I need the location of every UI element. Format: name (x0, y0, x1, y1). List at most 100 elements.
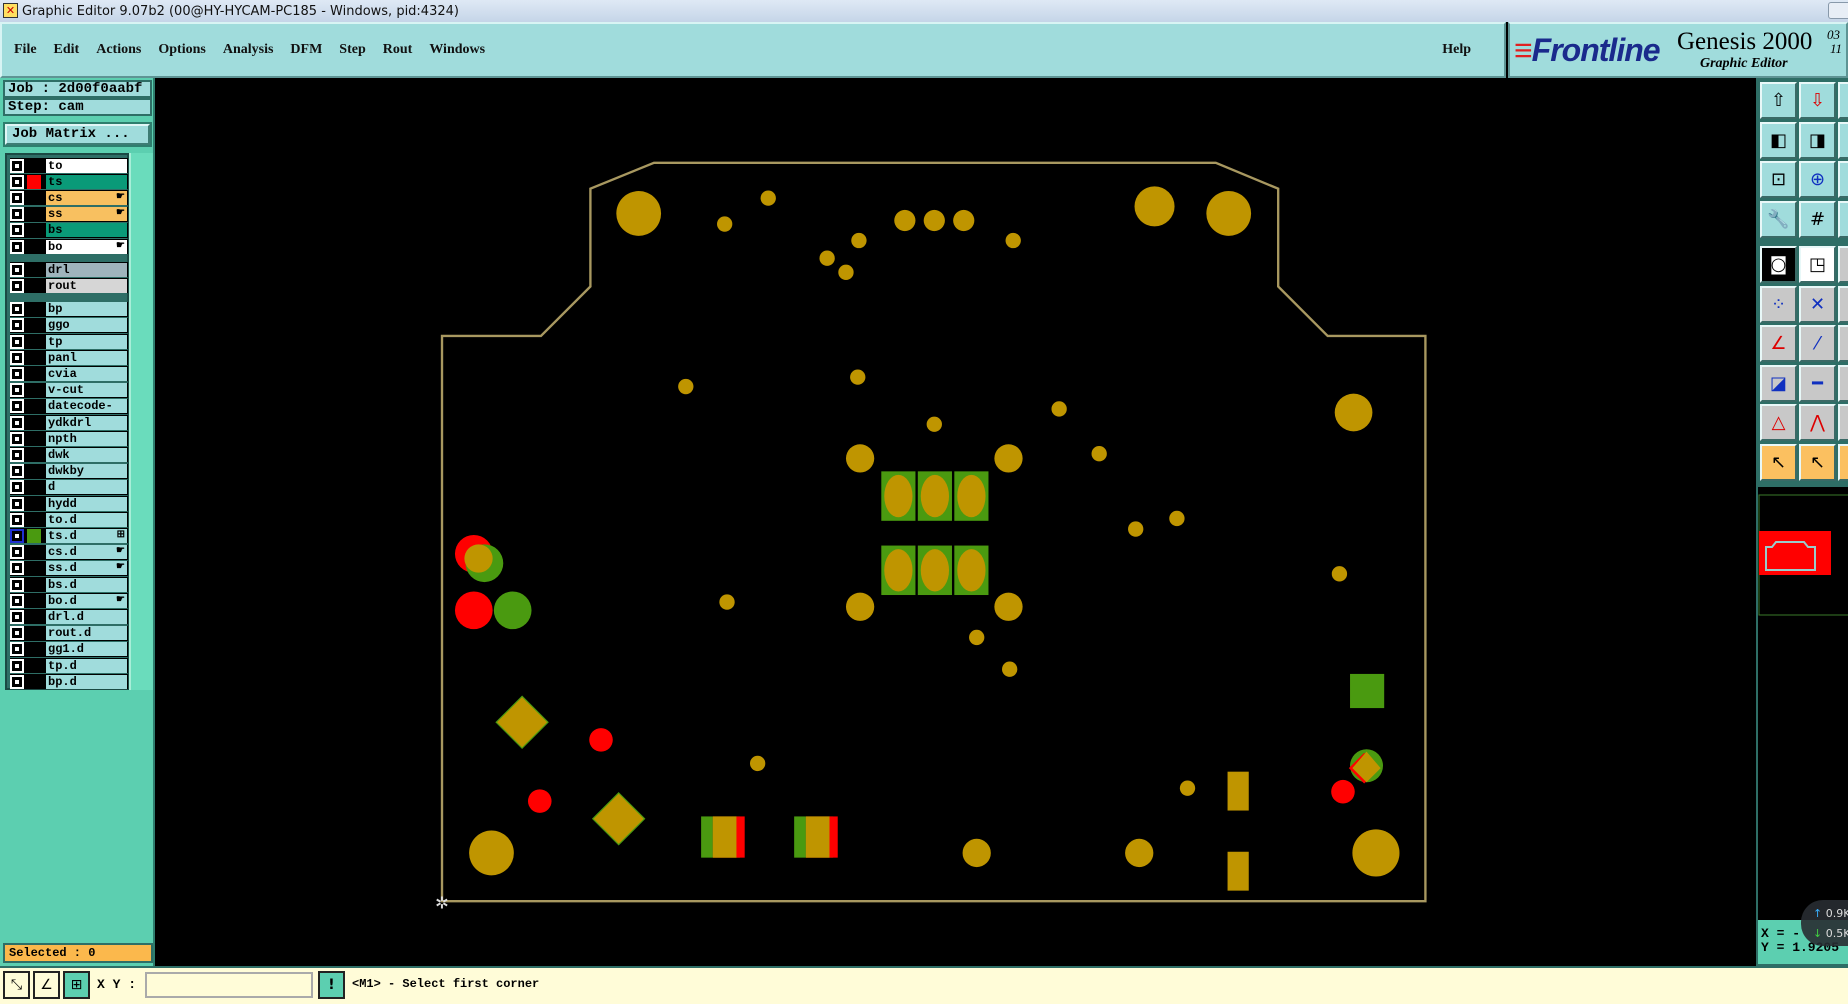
menu-dfm[interactable]: DFM (290, 42, 323, 57)
zoom-fit-icon[interactable]: ⊡ (1760, 161, 1797, 198)
layer-row-rout[interactable]: rout (10, 278, 128, 294)
misc-icon[interactable] (1838, 404, 1848, 441)
layer-row-dwkby[interactable]: dwkby (10, 463, 128, 479)
layer-checkbox[interactable] (10, 190, 24, 205)
layer-name[interactable]: bs.d (46, 577, 127, 592)
layer-row-hydd[interactable]: hydd (10, 496, 128, 511)
layer-name[interactable]: ss.d ☛ (46, 561, 127, 576)
menu-step[interactable]: Step (339, 42, 366, 57)
layer-name[interactable]: drl.d (46, 609, 127, 624)
layer-name[interactable]: ts (46, 174, 127, 189)
layer-checkbox[interactable] (10, 262, 24, 277)
layer-checkbox[interactable] (10, 577, 24, 592)
layer-row-ydkdrl[interactable]: ydkdrl (10, 415, 128, 430)
layer-name[interactable]: dwkby (46, 464, 127, 479)
layer-row-datecode-to[interactable]: datecode-to (10, 398, 128, 427)
layer-name[interactable]: cvia (46, 366, 127, 381)
layer-name[interactable]: d (46, 480, 127, 495)
layer-row-panl[interactable]: panl (10, 350, 128, 366)
layer-checkbox[interactable] (10, 350, 24, 365)
layer-name[interactable]: rout.d (46, 626, 127, 641)
layer-name[interactable]: tp.d (46, 658, 127, 673)
layer-name[interactable]: ss ☛ (46, 207, 127, 222)
layer-checkbox[interactable] (10, 207, 24, 222)
menu-actions[interactable]: Actions (96, 42, 142, 57)
misc-icon[interactable] (1838, 285, 1848, 323)
layer-name[interactable]: bp (46, 302, 127, 317)
layer-checkbox[interactable] (10, 383, 24, 398)
layer-row-ss[interactable]: ss ☛ (10, 206, 128, 222)
layer-checkbox[interactable] (10, 415, 24, 430)
job-matrix-button[interactable]: Job Matrix ... (3, 122, 152, 147)
layer-checkbox[interactable] (10, 399, 24, 414)
layer-checkbox[interactable] (10, 561, 24, 576)
layer-checkbox[interactable] (10, 431, 24, 446)
layer-name[interactable]: v-cut (46, 383, 127, 398)
select-box-icon[interactable]: ◳ (1799, 246, 1836, 283)
menu-edit[interactable]: Edit (53, 42, 80, 57)
layer-name[interactable]: npth (46, 431, 127, 446)
pointer-icon[interactable]: ↖ (1760, 443, 1797, 481)
layer-checkbox[interactable] (10, 674, 24, 689)
line-center-icon[interactable]: ━ (1799, 364, 1836, 402)
layer-name[interactable]: hydd (46, 496, 127, 511)
pointer-box-icon[interactable]: ↖ (1799, 443, 1836, 481)
layer-checkbox[interactable] (10, 512, 24, 527)
layer-row-ggo[interactable]: ggo (10, 317, 128, 333)
layer-row-bo[interactable]: bo ☛ (10, 239, 128, 254)
layer-checkbox[interactable] (10, 609, 24, 624)
layer-name[interactable]: ggo (46, 318, 127, 333)
layer-checkbox[interactable] (10, 658, 24, 673)
layer-row-bs[interactable]: bs (10, 222, 128, 238)
xy-input[interactable] (145, 972, 313, 998)
layer-checkbox[interactable] (10, 302, 24, 317)
layer-row-drl.d[interactable]: drl.d (10, 609, 128, 625)
layer-checkbox[interactable] (10, 158, 24, 173)
layer-checkbox[interactable] (10, 545, 24, 560)
layer-checkbox[interactable] (10, 480, 24, 495)
arrow-chevron-icon[interactable]: ⋀ (1799, 404, 1836, 441)
zoom-center-icon[interactable]: ⊕ (1799, 161, 1836, 198)
layer-name[interactable]: to.d (46, 512, 127, 527)
layer-checkbox[interactable] (10, 496, 24, 511)
layer-row-bp[interactable]: bp (10, 301, 128, 317)
layer-row-bs.d[interactable]: bs.d (10, 577, 128, 592)
layer-checkbox[interactable] (10, 642, 24, 657)
pad-snap-icon[interactable]: ◪ (1760, 364, 1797, 402)
layer-row-cs.d[interactable]: cs.d ☛ (10, 544, 128, 560)
menu-file[interactable]: File (14, 42, 37, 57)
layer-row-ts.d[interactable]: ts.d ⊞ (10, 528, 128, 544)
menu-options[interactable]: Options (158, 42, 206, 57)
layer-row-to.d[interactable]: to.d (10, 512, 128, 528)
misc-icon[interactable] (1838, 325, 1848, 362)
layer-row-npth[interactable]: npth (10, 431, 128, 447)
layer-row-ss.d[interactable]: ss.d ☛ (10, 560, 128, 576)
pan-left-icon[interactable]: ◧ (1760, 121, 1797, 159)
menu-windows[interactable]: Windows (429, 42, 486, 57)
layer-row-dwk[interactable]: dwk (10, 447, 128, 463)
layer-row-gg1.d[interactable]: gg1.d (10, 641, 128, 657)
layer-checkbox[interactable] (10, 278, 24, 293)
layer-name[interactable]: panl (46, 350, 127, 365)
layer-checkbox[interactable] (10, 174, 24, 189)
layer-checkbox[interactable] (10, 239, 24, 254)
pan-right-icon[interactable]: ◨ (1799, 121, 1836, 159)
layer-name[interactable]: bp.d (46, 674, 127, 689)
layer-checkbox[interactable] (10, 464, 24, 479)
menu-help[interactable]: Help (1442, 42, 1471, 57)
pointer-more-icon[interactable] (1838, 443, 1848, 481)
layer-name[interactable]: rout (46, 278, 127, 293)
layer-checkbox[interactable] (10, 626, 24, 641)
line-red-icon[interactable]: ∠ (1760, 325, 1797, 362)
line-blue-icon[interactable]: ⁄ (1799, 325, 1836, 362)
layer-name[interactable]: gg1.d (46, 642, 127, 657)
layer-row-cs[interactable]: cs ☛ (10, 190, 128, 206)
layer-row-ts[interactable]: ts (10, 174, 128, 190)
layer-row-drl[interactable]: drl (10, 262, 128, 278)
layer-checkbox[interactable] (10, 528, 24, 543)
layer-name[interactable]: bs (46, 223, 127, 238)
redo-down-icon[interactable]: ⇩ (1799, 82, 1836, 119)
layer-name[interactable]: ts.d ⊞ (46, 528, 127, 543)
layer-name[interactable]: cs ☛ (46, 190, 127, 205)
layer-row-v-cut[interactable]: v-cut (10, 382, 128, 398)
